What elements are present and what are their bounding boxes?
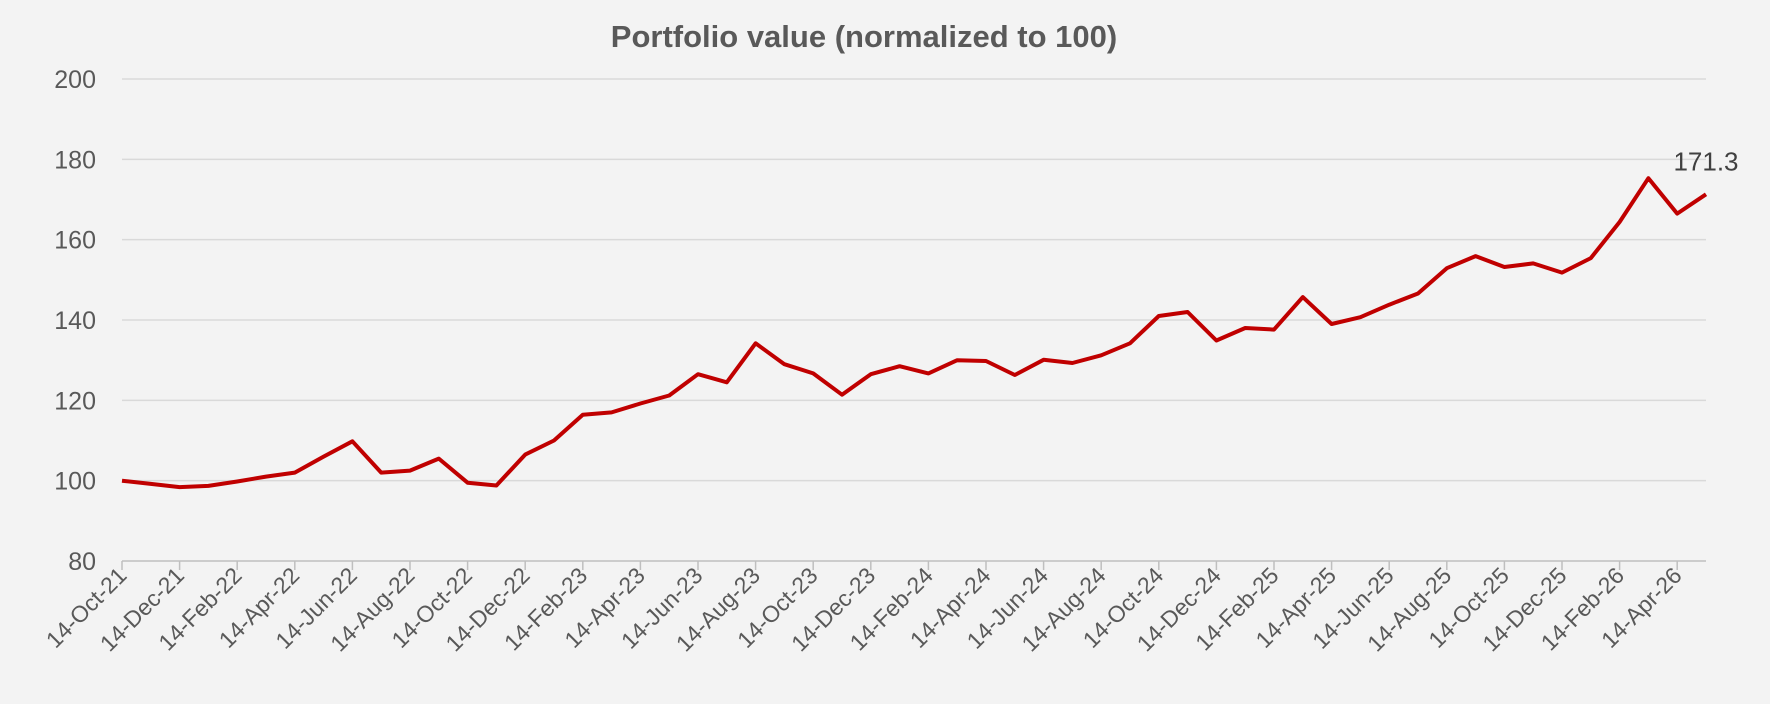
y-tick-label: 120 <box>54 387 96 415</box>
y-tick-label: 80 <box>68 548 96 576</box>
grid-lines <box>122 78 1706 562</box>
x-axis-ticks: 14-Oct-2114-Dec-2114-Feb-2214-Apr-2214-J… <box>41 561 1687 656</box>
last-value-label: 171.3 <box>1673 146 1738 176</box>
y-tick-label: 100 <box>54 468 96 496</box>
chart-title: Portfolio value (normalized to 100) <box>611 19 1117 54</box>
series-layer <box>121 176 1708 490</box>
series-line <box>121 176 1708 490</box>
y-tick-label: 140 <box>54 307 96 335</box>
y-tick-label: 180 <box>54 146 96 174</box>
y-tick-label: 160 <box>54 227 96 255</box>
y-axis-ticks: 80 100 120 140 160 180 200 <box>54 66 96 576</box>
y-tick-label: 200 <box>54 66 96 94</box>
